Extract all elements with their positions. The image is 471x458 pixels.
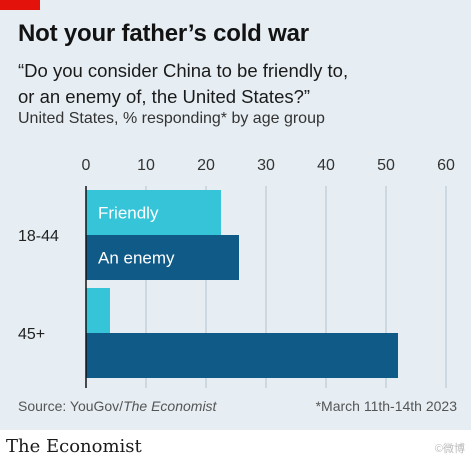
chart-subtitle: “Do you consider China to be friendly to…	[18, 58, 458, 110]
series-label-an-enemy: An enemy	[98, 249, 175, 268]
category-label-0: 18-44	[18, 228, 59, 245]
subtitle-line-1: “Do you consider China to be friendly to…	[18, 60, 349, 81]
subtitle-line-2: or an enemy of, the United States?”	[18, 86, 311, 107]
x-tick-label-0: 0	[82, 157, 91, 174]
source-publication: The Economist	[123, 398, 217, 414]
bar-chart: 0 10 20 30 40 50 60 Friendly An enemy 18-44 45+	[18, 157, 455, 388]
brand-wordmark: The Economist	[6, 436, 142, 457]
bar-an-enemy-1	[86, 333, 398, 378]
bar-friendly-0	[86, 190, 221, 235]
category-label-1: 45+	[18, 326, 45, 343]
x-tick-label-60: 60	[437, 157, 455, 174]
x-tick-label-50: 50	[377, 157, 395, 174]
x-tick-label-20: 20	[197, 157, 215, 174]
chart-title: Not your father’s cold war	[18, 20, 309, 47]
brand-red-tag	[0, 0, 40, 10]
bar-friendly-1	[86, 288, 110, 333]
source-note: Source: YouGov/The Economist	[18, 398, 216, 414]
x-tick-label-40: 40	[317, 157, 335, 174]
x-tick-label-30: 30	[257, 157, 275, 174]
chart-note: United States, % responding* by age grou…	[18, 110, 325, 127]
watermark: ©微博	[434, 443, 465, 455]
footnote: *March 11th-14th 2023	[315, 398, 457, 414]
bar-an-enemy-0	[86, 235, 239, 280]
source-prefix: Source: YouGov/	[18, 398, 124, 414]
x-tick-label-10: 10	[137, 157, 155, 174]
series-label-friendly: Friendly	[98, 204, 159, 223]
